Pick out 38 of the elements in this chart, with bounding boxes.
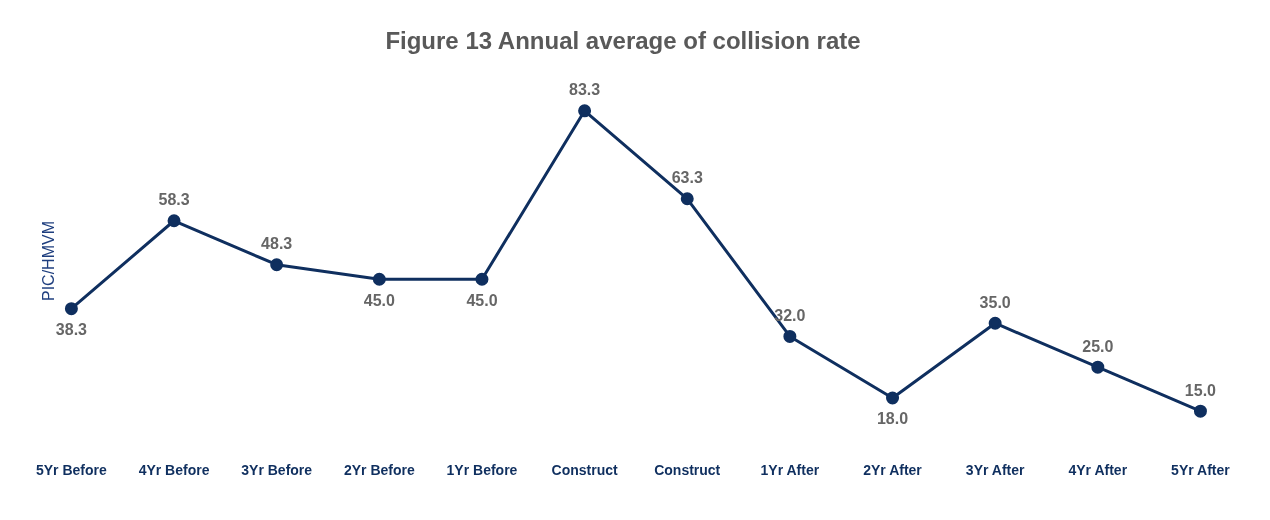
point (372, 272, 386, 286)
data-label: 15.0 (1184, 381, 1217, 399)
data-label: 83.3 (569, 81, 601, 99)
data-label: 63.3 (671, 169, 703, 187)
point (1193, 404, 1207, 418)
x-tick-label: Construct (654, 462, 721, 479)
data-label: 48.3 (261, 235, 293, 253)
data-label: 35.0 (979, 293, 1011, 311)
point (680, 192, 694, 206)
point (64, 302, 78, 316)
x-tick-label: 5Yr Before (36, 462, 108, 479)
data-label: 58.3 (158, 191, 190, 209)
point (1091, 360, 1105, 374)
y-axis-title: PIC/HMVM (40, 221, 58, 301)
x-tick-label: 4Yr Before (138, 462, 210, 479)
data-label: 38.3 (55, 321, 88, 339)
point (886, 391, 900, 405)
data-label: 25.0 (1082, 337, 1114, 355)
chart-title: Figure 13 Annual average of collision rate (385, 27, 861, 55)
x-tick-label: 1Yr After (760, 462, 820, 479)
x-tick-label: 4Yr After (1068, 462, 1128, 479)
x-tick-label: Construct (551, 462, 618, 479)
x-tick-label: 3Yr After (965, 462, 1026, 479)
point (578, 104, 592, 118)
data-label: 18.0 (876, 410, 909, 428)
point (783, 329, 797, 343)
data-label: 45.0 (466, 291, 498, 309)
x-tick-label: 3Yr Before (241, 462, 313, 479)
x-tick-label: 1Yr Before (446, 462, 518, 479)
data-label: 32.0 (774, 306, 806, 324)
point (270, 258, 284, 272)
point (475, 272, 489, 286)
data-label: 45.0 (363, 291, 395, 309)
x-tick-label: 2Yr After (863, 462, 923, 479)
x-tick-label: 5Yr After (1171, 462, 1231, 479)
point (167, 214, 181, 228)
x-tick-label: 2Yr Before (343, 462, 415, 479)
point (988, 316, 1002, 330)
